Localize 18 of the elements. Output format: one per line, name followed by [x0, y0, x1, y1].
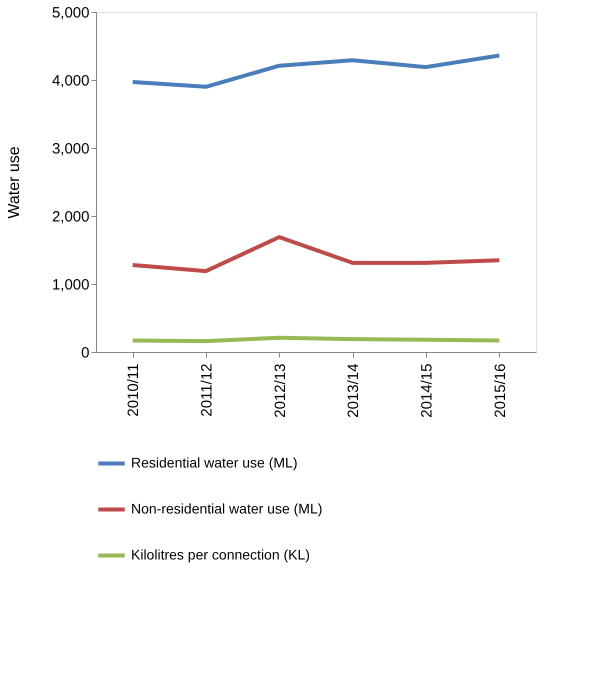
y-axis-title: Water use [6, 146, 23, 219]
x-tick-label: 2014/15 [418, 364, 436, 418]
y-tick-label: 2,000 [52, 208, 90, 226]
legend-label: Kilolitres per connection (KL) [131, 546, 310, 562]
y-tick-label: 0 [81, 344, 90, 362]
y-tick-label: 1,000 [52, 276, 90, 294]
y-tick-label: 3,000 [52, 140, 90, 158]
legend-label: Residential water use (ML) [131, 454, 298, 470]
x-tick-label: 2011/12 [198, 364, 216, 417]
line-series [130, 235, 502, 274]
y-tick-label: 4,000 [52, 72, 90, 90]
legend-label: Non-residential water use (ML) [131, 500, 322, 516]
x-tick-label: 2013/14 [345, 364, 362, 418]
x-tick-label: 2010/11 [125, 364, 142, 417]
y-tick-label: 5,000 [52, 4, 90, 22]
x-tick-label: 2012/13 [272, 364, 289, 418]
x-tick-label: 2015/16 [492, 364, 509, 418]
line-series [130, 54, 502, 89]
